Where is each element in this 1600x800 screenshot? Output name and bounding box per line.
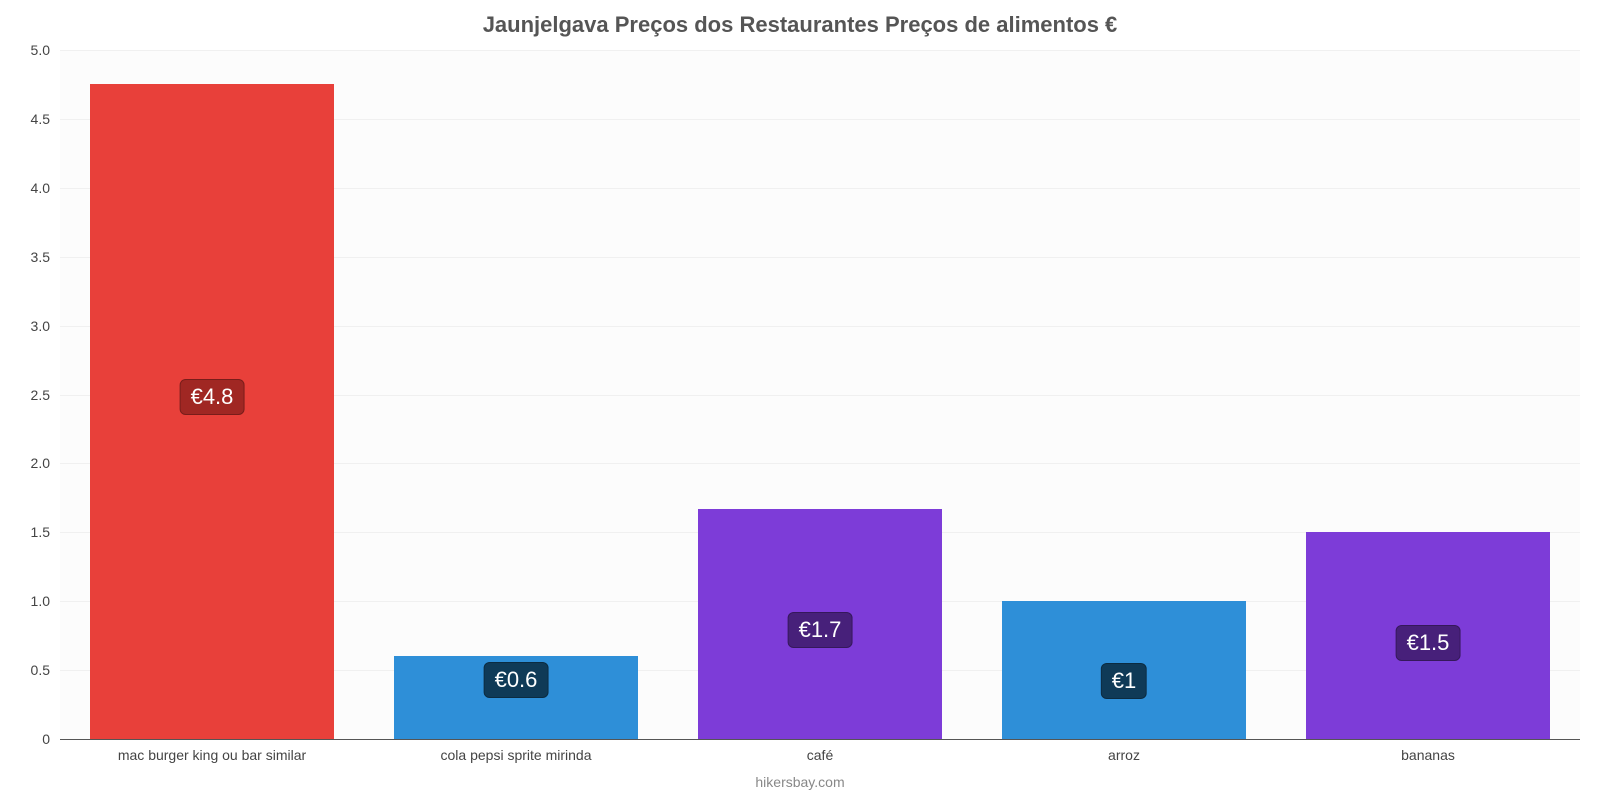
bar: €4.8 [90,84,333,739]
ytick-label: 4.5 [31,111,60,127]
ytick-label: 3.5 [31,249,60,265]
ytick-label: 2.5 [31,387,60,403]
bar: €0.6 [394,656,637,739]
xtick-label: arroz [1108,747,1140,763]
ytick-label: 2.0 [31,455,60,471]
bar-value-badge: €0.6 [484,662,549,698]
bar-slot: €1arroz [972,50,1276,739]
ytick-label: 5.0 [31,42,60,58]
ytick-label: 3.0 [31,318,60,334]
bar-value-badge: €1.7 [788,612,853,648]
plot-area: €4.8mac burger king ou bar similar€0.6co… [60,50,1580,740]
bar: €1.7 [698,509,941,739]
xtick-label: café [807,747,833,763]
bar-value-badge: €1.5 [1396,625,1461,661]
bar-value-badge: €4.8 [180,379,245,415]
chart-title: Jaunjelgava Preços dos Restaurantes Preç… [0,0,1600,46]
bar-slot: €0.6cola pepsi sprite mirinda [364,50,668,739]
ytick-label: 0.5 [31,662,60,678]
bar-slot: €1.7café [668,50,972,739]
bar: €1 [1002,601,1245,739]
xtick-label: mac burger king ou bar similar [118,747,306,763]
plot-background: €4.8mac burger king ou bar similar€0.6co… [60,50,1580,740]
bar-slot: €1.5bananas [1276,50,1580,739]
xtick-label: bananas [1401,747,1455,763]
bar-value-badge: €1 [1101,663,1147,699]
bar: €1.5 [1306,532,1549,739]
ytick-label: 4.0 [31,180,60,196]
bars-container: €4.8mac burger king ou bar similar€0.6co… [60,50,1580,739]
footer-credit: hikersbay.com [0,774,1600,790]
xtick-label: cola pepsi sprite mirinda [441,747,592,763]
ytick-label: 1.5 [31,524,60,540]
ytick-label: 0 [42,731,60,747]
ytick-label: 1.0 [31,593,60,609]
bar-slot: €4.8mac burger king ou bar similar [60,50,364,739]
